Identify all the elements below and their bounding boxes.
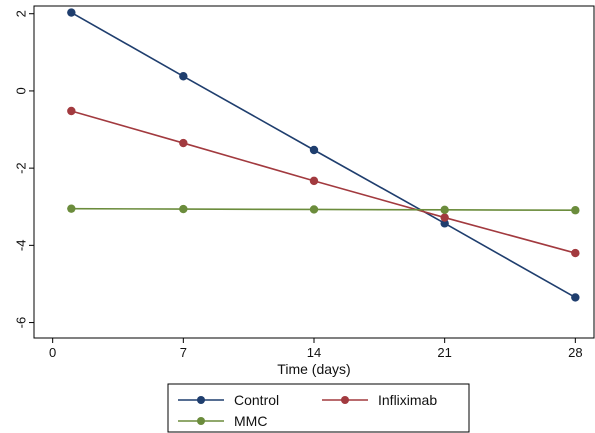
- data-point-mmc: [440, 205, 449, 215]
- series-line-control: [70, 11, 576, 299]
- series-mmc: [67, 204, 580, 215]
- series-line-infliximab: [71, 110, 576, 254]
- legend-label: MMC: [234, 413, 267, 429]
- series-infliximab: [67, 106, 580, 258]
- x-tick-label: 28: [568, 345, 582, 360]
- data-point-infliximab: [309, 176, 319, 186]
- data-point-infliximab: [67, 106, 76, 116]
- data-point-infliximab: [571, 248, 580, 258]
- y-tick-label: -6: [14, 317, 29, 329]
- legend-label: Infliximab: [378, 392, 437, 408]
- y-tick-label: -4: [14, 240, 29, 252]
- data-point-mmc: [571, 206, 580, 215]
- data-point-control: [571, 293, 580, 302]
- series-control: [67, 8, 580, 302]
- data-point-mmc: [67, 204, 76, 213]
- x-axis: 0 7 14 21 28: [49, 338, 583, 360]
- y-axis: 2 0 -2 -4 -6: [14, 10, 34, 328]
- legend-item-mmc: MMC: [178, 413, 267, 429]
- x-tick-label: 0: [49, 345, 56, 360]
- legend-swatch-marker: [197, 417, 205, 425]
- data-point-mmc: [309, 205, 319, 214]
- data-point-mmc: [179, 204, 188, 214]
- x-tick-label: 14: [307, 345, 321, 360]
- legend-box: [167, 383, 470, 433]
- y-tick-label: 0: [14, 87, 29, 94]
- y-tick-label: 2: [14, 10, 29, 17]
- legend-swatch-marker: [341, 396, 349, 404]
- legend-item-infliximab: Infliximab: [322, 392, 437, 408]
- data-point-control: [67, 8, 76, 17]
- data-point-control: [179, 72, 188, 81]
- x-axis-title: Time (days): [277, 361, 350, 377]
- data-point-infliximab: [179, 138, 188, 148]
- series-layer: [67, 8, 580, 302]
- data-point-infliximab: [440, 213, 449, 222]
- legend-item-control: Control: [178, 392, 279, 408]
- series-line-mmc: [71, 207, 576, 212]
- legend: Control Infliximab MMC: [178, 392, 437, 429]
- plot-frame: [33, 5, 595, 339]
- x-tick-label: 7: [180, 345, 187, 360]
- legend-label: Control: [234, 392, 279, 408]
- data-point-control: [440, 219, 449, 228]
- y-tick-label: -2: [14, 162, 29, 174]
- x-tick-label: 21: [437, 345, 451, 360]
- data-point-control: [309, 145, 319, 155]
- legend-swatch-marker: [197, 396, 205, 404]
